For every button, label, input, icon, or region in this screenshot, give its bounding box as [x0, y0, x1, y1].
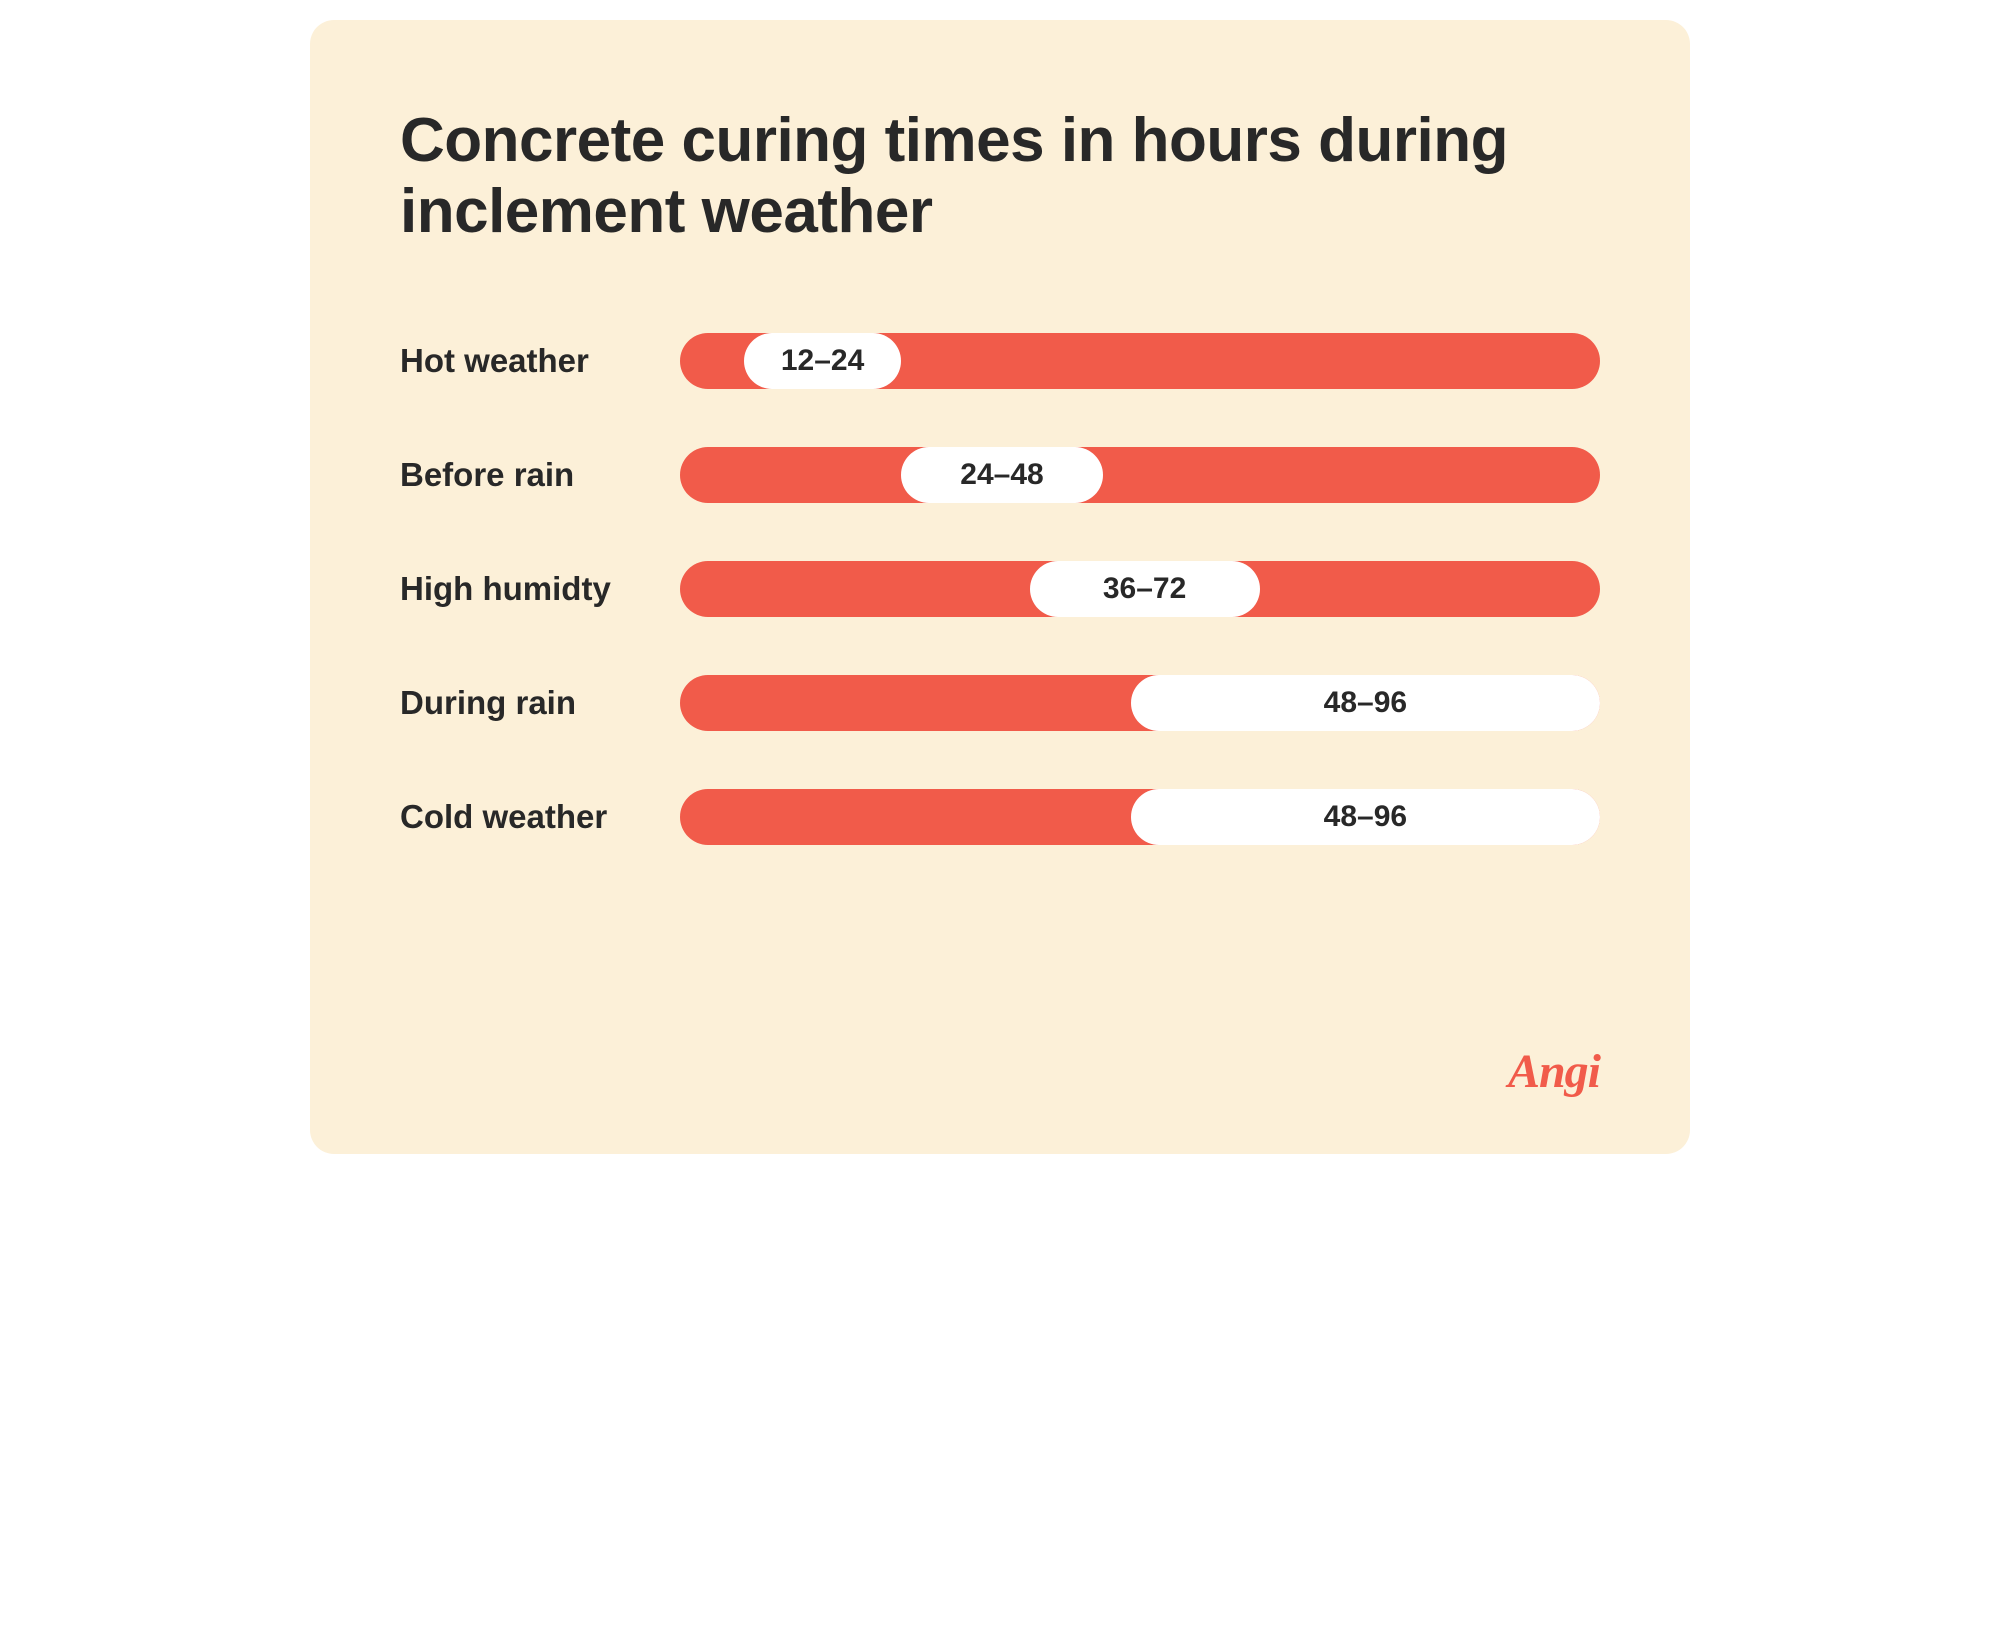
range-pill: 48–96	[1131, 675, 1600, 731]
chart-row: High humidty 36–72	[400, 561, 1600, 617]
chart-row: Hot weather 12–24	[400, 333, 1600, 389]
bar-track: 36–72	[680, 561, 1600, 617]
chart-title: Concrete curing times in hours during in…	[400, 105, 1600, 248]
row-label: Hot weather	[400, 342, 680, 380]
chart-row: Cold weather 48–96	[400, 789, 1600, 845]
chart-rows: Hot weather 12–24 Before rain 24–48 High hum…	[400, 333, 1600, 845]
infographic-card: Concrete curing times in hours during in…	[310, 20, 1690, 1154]
range-pill: 24–48	[901, 447, 1103, 503]
range-pill: 12–24	[744, 333, 900, 389]
row-label: During rain	[400, 684, 680, 722]
bar-track: 12–24	[680, 333, 1600, 389]
bar-track: 24–48	[680, 447, 1600, 503]
row-label: Before rain	[400, 456, 680, 494]
row-label: High humidty	[400, 570, 680, 608]
brand-logo: Angi	[1508, 1044, 1600, 1099]
bar-track: 48–96	[680, 789, 1600, 845]
range-pill: 48–96	[1131, 789, 1600, 845]
row-label: Cold weather	[400, 798, 680, 836]
chart-row: Before rain 24–48	[400, 447, 1600, 503]
range-pill: 36–72	[1030, 561, 1260, 617]
chart-row: During rain 48–96	[400, 675, 1600, 731]
bar-track: 48–96	[680, 675, 1600, 731]
